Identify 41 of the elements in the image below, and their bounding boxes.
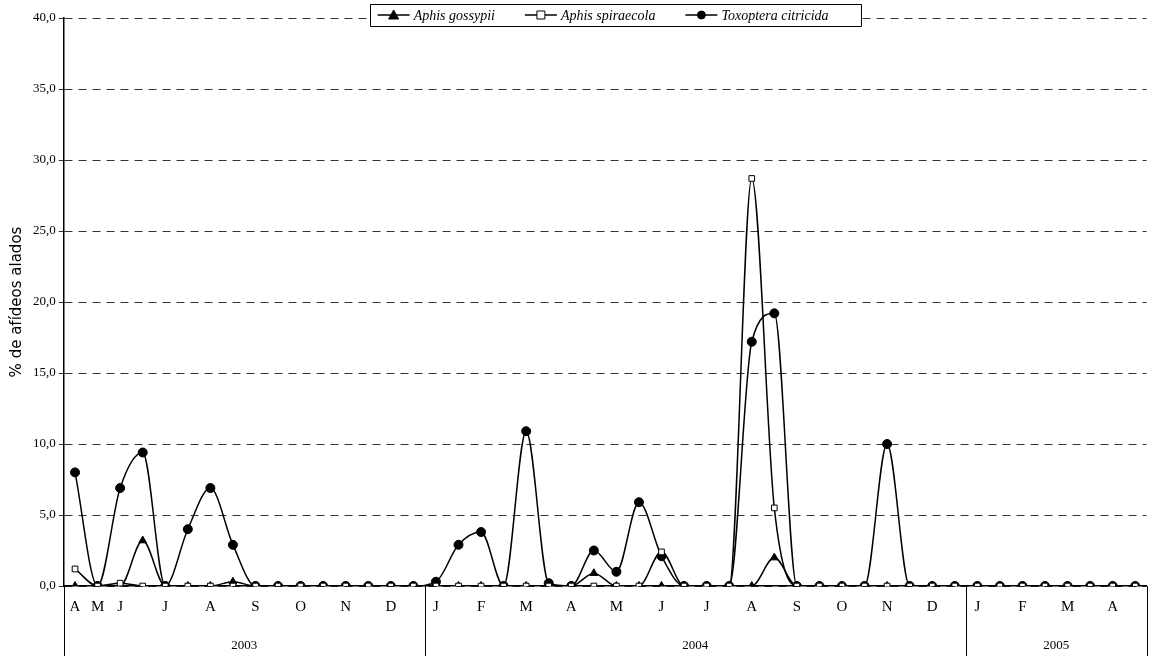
y-tick-label: 10,0 (33, 435, 56, 451)
x-tick-label: A (204, 597, 216, 614)
x-tick-label: D (926, 597, 938, 614)
x-tick-label: J (658, 597, 665, 614)
y-tick-label: 20,0 (33, 293, 56, 309)
y-tick-label: 30,0 (33, 151, 56, 167)
text: 2004 (682, 637, 709, 653)
x-tick-label: S (251, 597, 260, 614)
x-tick-label: J (117, 597, 124, 614)
x-tick-label: M (1060, 597, 1075, 614)
x-tick-label: A (565, 597, 577, 614)
y-tick-label: 0,0 (39, 577, 56, 593)
legend-label: Toxoptera citricida (721, 7, 829, 23)
y-axis-title: % de afídeos alados (6, 226, 25, 378)
y-tick-label: 15,0 (33, 364, 56, 380)
x-tick-label: J (433, 597, 440, 614)
x-tick-label: O (836, 597, 848, 614)
x-tick-label: S (792, 597, 802, 614)
y-tick-label: 25,0 (33, 222, 56, 238)
text: 2003 (231, 637, 258, 653)
x-tick-label: J (703, 597, 710, 614)
x-tick-label: M (90, 597, 105, 614)
x-tick-label: N (340, 597, 352, 614)
y-tick-label: 5,0 (39, 506, 56, 522)
x-tick-label: A (746, 597, 758, 614)
x-tick-label: O (295, 597, 307, 614)
y-tick-label: 35,0 (33, 80, 56, 96)
x-tick-label: F (476, 597, 486, 614)
x-tick-label: M (609, 597, 624, 614)
text: 2005 (1043, 637, 1070, 653)
x-tick-label: D (385, 597, 397, 614)
x-tick-label: N (881, 597, 893, 614)
x-tick-label: F (1018, 597, 1027, 614)
legend-label: Aphis gossypii (412, 7, 496, 23)
x-tick-label: J (162, 597, 169, 614)
x-tick-label: J (974, 597, 981, 614)
y-tick-label: 40,0 (33, 9, 56, 25)
legend-label: Aphis spiraecola (559, 7, 656, 23)
x-tick-label: A (1107, 597, 1119, 614)
x-tick-label: M (519, 597, 533, 614)
x-tick-label: A (69, 597, 81, 614)
